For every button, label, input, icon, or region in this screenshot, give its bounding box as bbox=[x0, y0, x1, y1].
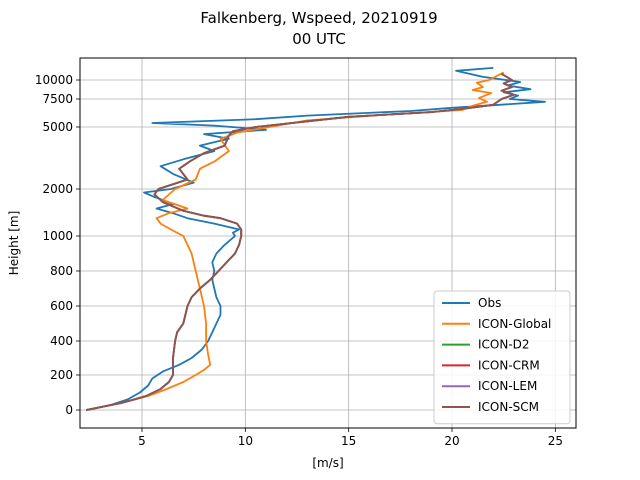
legend-label: Obs bbox=[478, 296, 501, 310]
y-tick-label: 200 bbox=[50, 368, 73, 382]
y-tick-label: 800 bbox=[50, 264, 73, 278]
y-axis-label: Height [m] bbox=[7, 211, 21, 276]
y-tick-label: 1000 bbox=[42, 229, 73, 243]
grid-lines bbox=[80, 58, 576, 428]
x-tick-label: 15 bbox=[341, 434, 356, 448]
x-axis-label: [m/s] bbox=[312, 456, 343, 470]
legend-label: ICON-SCM bbox=[478, 400, 539, 414]
y-tick-label: 5000 bbox=[42, 120, 73, 134]
x-tick-label: 20 bbox=[444, 434, 459, 448]
legend-label: ICON-Global bbox=[478, 317, 551, 331]
x-tick-label: 5 bbox=[138, 434, 146, 448]
legend-label: ICON-D2 bbox=[478, 338, 530, 352]
chart-title-line1: Falkenberg, Wspeed, 20210919 bbox=[200, 9, 437, 27]
y-tick-label: 7500 bbox=[42, 92, 73, 106]
series-lines bbox=[86, 67, 546, 411]
axis-ticks: 5 10 15 20 25 0 200 400 600 800 1000 2000 5000 7500 10… bbox=[35, 73, 563, 448]
series-line-icon-global bbox=[86, 71, 505, 411]
legend-label: ICON-LEM bbox=[478, 379, 537, 393]
y-tick-label: 2000 bbox=[42, 182, 73, 196]
y-tick-label: 600 bbox=[50, 299, 73, 313]
chart-title-line2: 00 UTC bbox=[292, 30, 346, 48]
y-tick-label: 400 bbox=[50, 334, 73, 348]
y-tick-label: 0 bbox=[65, 403, 73, 417]
y-tick-label: 10000 bbox=[35, 73, 73, 87]
x-tick-label: 10 bbox=[238, 434, 253, 448]
plot-frame bbox=[79, 57, 577, 429]
legend: Obs ICON-Global ICON-D2 ICON-CRM ICON-LEM ICO… bbox=[433, 290, 571, 425]
legend-label: ICON-CRM bbox=[478, 358, 540, 372]
series-line-icon-scm bbox=[86, 73, 515, 411]
x-tick-label: 25 bbox=[548, 434, 563, 448]
